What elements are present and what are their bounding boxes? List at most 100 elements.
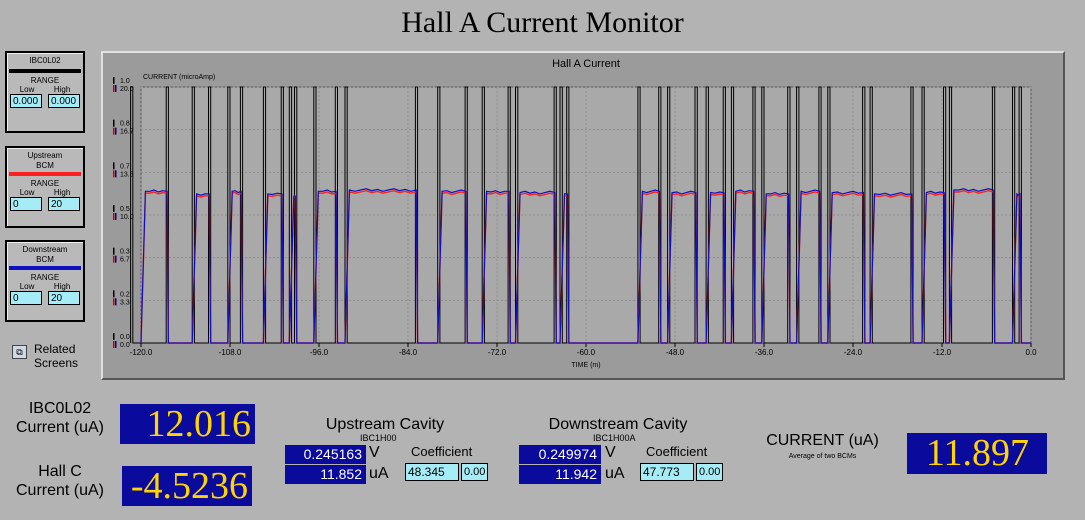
hallc-current-label: Hall C Current (uA) xyxy=(15,463,105,499)
downstream-current: 11.942 xyxy=(519,465,601,484)
y-tick-marker-red xyxy=(113,213,115,220)
upstream-coef-label: Coefficient xyxy=(411,444,473,459)
related-screens-label: Related Screens xyxy=(34,342,79,370)
y-tick-marker-red xyxy=(113,341,115,348)
y-tick-marker-black xyxy=(113,333,115,340)
upstream-title: Upstream Cavity xyxy=(325,416,445,433)
y-tick-marker-blue xyxy=(115,255,117,263)
y-tick-label-black: 1.0 xyxy=(120,78,130,85)
range-low-input[interactable]: 0.000 xyxy=(10,94,42,108)
ibc-current-label: IBC0L02 Current (uA) xyxy=(15,400,105,436)
y-tick-label-red: 3.3 xyxy=(120,299,130,306)
range-low-input[interactable]: 0 xyxy=(10,291,42,305)
x-axis-label: TIME (m) xyxy=(571,362,600,369)
upstream-ua-unit: uA xyxy=(369,465,389,482)
y-tick-label-black: 0.0 xyxy=(120,334,130,341)
y-tick-marker-blue xyxy=(115,298,117,306)
y-tick-marker-blue xyxy=(115,213,117,220)
y-tick-label-red: 16.7 xyxy=(120,129,134,136)
x-tick-label: -120.0 xyxy=(130,348,153,357)
current-chart: Hall A Current CURRENT (microAmp) TIME (m)… xyxy=(113,58,1037,369)
upstream-voltage: 0.245163 xyxy=(285,445,366,464)
y-tick-marker-black xyxy=(113,205,115,212)
y-tick-marker-blue xyxy=(115,170,117,178)
x-tick-label: -84.0 xyxy=(399,348,418,357)
hallc-current-value: -4.5236 xyxy=(122,466,252,506)
y-tick-marker-blue xyxy=(115,85,117,92)
range-high-input[interactable]: 20 xyxy=(48,291,80,305)
upstream-offset-input[interactable]: 0.00 xyxy=(461,463,488,481)
x-tick-label: -12.0 xyxy=(933,348,952,357)
y-tick-marker-red xyxy=(113,85,115,92)
y-tick-marker-red xyxy=(113,255,115,263)
downstream-bcm-trace xyxy=(140,188,1031,344)
chart-frame: Hall A Current CURRENT (microAmp) TIME (m)… xyxy=(101,51,1065,380)
range-label: RANGE xyxy=(30,273,60,282)
y-tick-label-red: 0.0 xyxy=(120,342,130,349)
downstream-voltage: 0.249974 xyxy=(519,445,601,464)
range-high-input[interactable]: 0.000 xyxy=(48,94,80,108)
x-tick-label: -24.0 xyxy=(844,348,863,357)
x-tick-label: -60.0 xyxy=(577,348,596,357)
low-label: Low xyxy=(19,188,35,197)
x-tick-label: -72.0 xyxy=(488,348,507,357)
y-tick-marker-blue xyxy=(115,127,117,135)
range-low-input[interactable]: 0 xyxy=(10,197,42,211)
high-label: High xyxy=(53,282,71,291)
range-label: RANGE xyxy=(30,179,60,188)
average-current-sub: Average of two BCMs xyxy=(788,453,857,460)
y-tick-label-black: 0.5 xyxy=(120,206,130,213)
x-tick-label: 0.0 xyxy=(1025,348,1037,357)
y-tick-marker-black xyxy=(113,119,115,127)
related-screens-icon: ⧉ xyxy=(12,345,27,359)
trace-color-swatch xyxy=(9,172,81,176)
downstream-coef-label: Coefficient xyxy=(646,444,708,459)
panel-name: Upstream BCM xyxy=(27,151,63,170)
downstream-coefficient-input[interactable]: 47.773 xyxy=(640,463,694,481)
trace-color-swatch xyxy=(9,69,81,73)
y-tick-label-red: 13.3 xyxy=(120,171,134,178)
ibc-current-value: 12.016 xyxy=(120,404,255,444)
range-high-input[interactable]: 20 xyxy=(48,197,80,211)
x-tick-label: -108.0 xyxy=(219,348,242,357)
y-tick-marker-black xyxy=(113,247,115,255)
y-tick-label-red: 10.0 xyxy=(120,214,134,221)
high-label: High xyxy=(53,85,71,94)
downstream-bcm-range-panel: Downstream BCM RANGE Low High 0 20 xyxy=(5,240,85,322)
y-tick-label-black: 0.8 xyxy=(120,121,130,128)
average-current-value: 11.897 xyxy=(907,433,1047,474)
upstream-sub: IBC1H00 xyxy=(360,433,397,443)
downstream-title: Downstream Cavity xyxy=(548,416,688,433)
downstream-volt-unit: V xyxy=(605,444,616,461)
upstream-current: 11.852 xyxy=(285,465,366,484)
y-tick-marker-black xyxy=(113,162,115,170)
y-tick-label-black: 0.3 xyxy=(120,249,130,256)
x-tick-label: -48.0 xyxy=(666,348,685,357)
downstream-offset-input[interactable]: 0.00 xyxy=(696,463,723,481)
ibc0l02-range-panel: IBC0L02 RANGE Low High 0.000 0.000 xyxy=(5,51,85,133)
y-axis-label: CURRENT (microAmp) xyxy=(143,74,215,81)
chart-title: Hall A Current xyxy=(552,58,620,70)
downstream-sub: IBC1H00A xyxy=(593,433,636,443)
trace-color-swatch xyxy=(9,266,81,270)
y-tick-marker-red xyxy=(113,127,115,135)
x-tick-label: -96.0 xyxy=(310,348,329,357)
x-tick-label: -36.0 xyxy=(755,348,774,357)
low-label: Low xyxy=(19,85,35,94)
page-title: Hall A Current Monitor xyxy=(401,6,684,39)
y-tick-label-black: 0.2 xyxy=(120,291,130,298)
y-tick-label-red: 20.0 xyxy=(120,86,134,93)
y-tick-marker-black xyxy=(113,77,115,84)
upstream-coefficient-input[interactable]: 48.345 xyxy=(405,463,459,481)
panel-name: Downstream BCM xyxy=(22,245,68,264)
panel-name: IBC0L02 xyxy=(29,56,61,65)
y-tick-label-black: 0.7 xyxy=(120,163,130,170)
low-label: Low xyxy=(19,282,35,291)
y-tick-marker-red xyxy=(113,298,115,306)
range-label: RANGE xyxy=(30,76,60,85)
average-current-label: CURRENT (uA) xyxy=(766,432,879,449)
high-label: High xyxy=(53,188,71,197)
upstream-bcm-range-panel: Upstream BCM RANGE Low High 0 20 xyxy=(5,146,85,228)
y-tick-marker-blue xyxy=(115,341,117,348)
y-tick-marker-red xyxy=(113,170,115,178)
